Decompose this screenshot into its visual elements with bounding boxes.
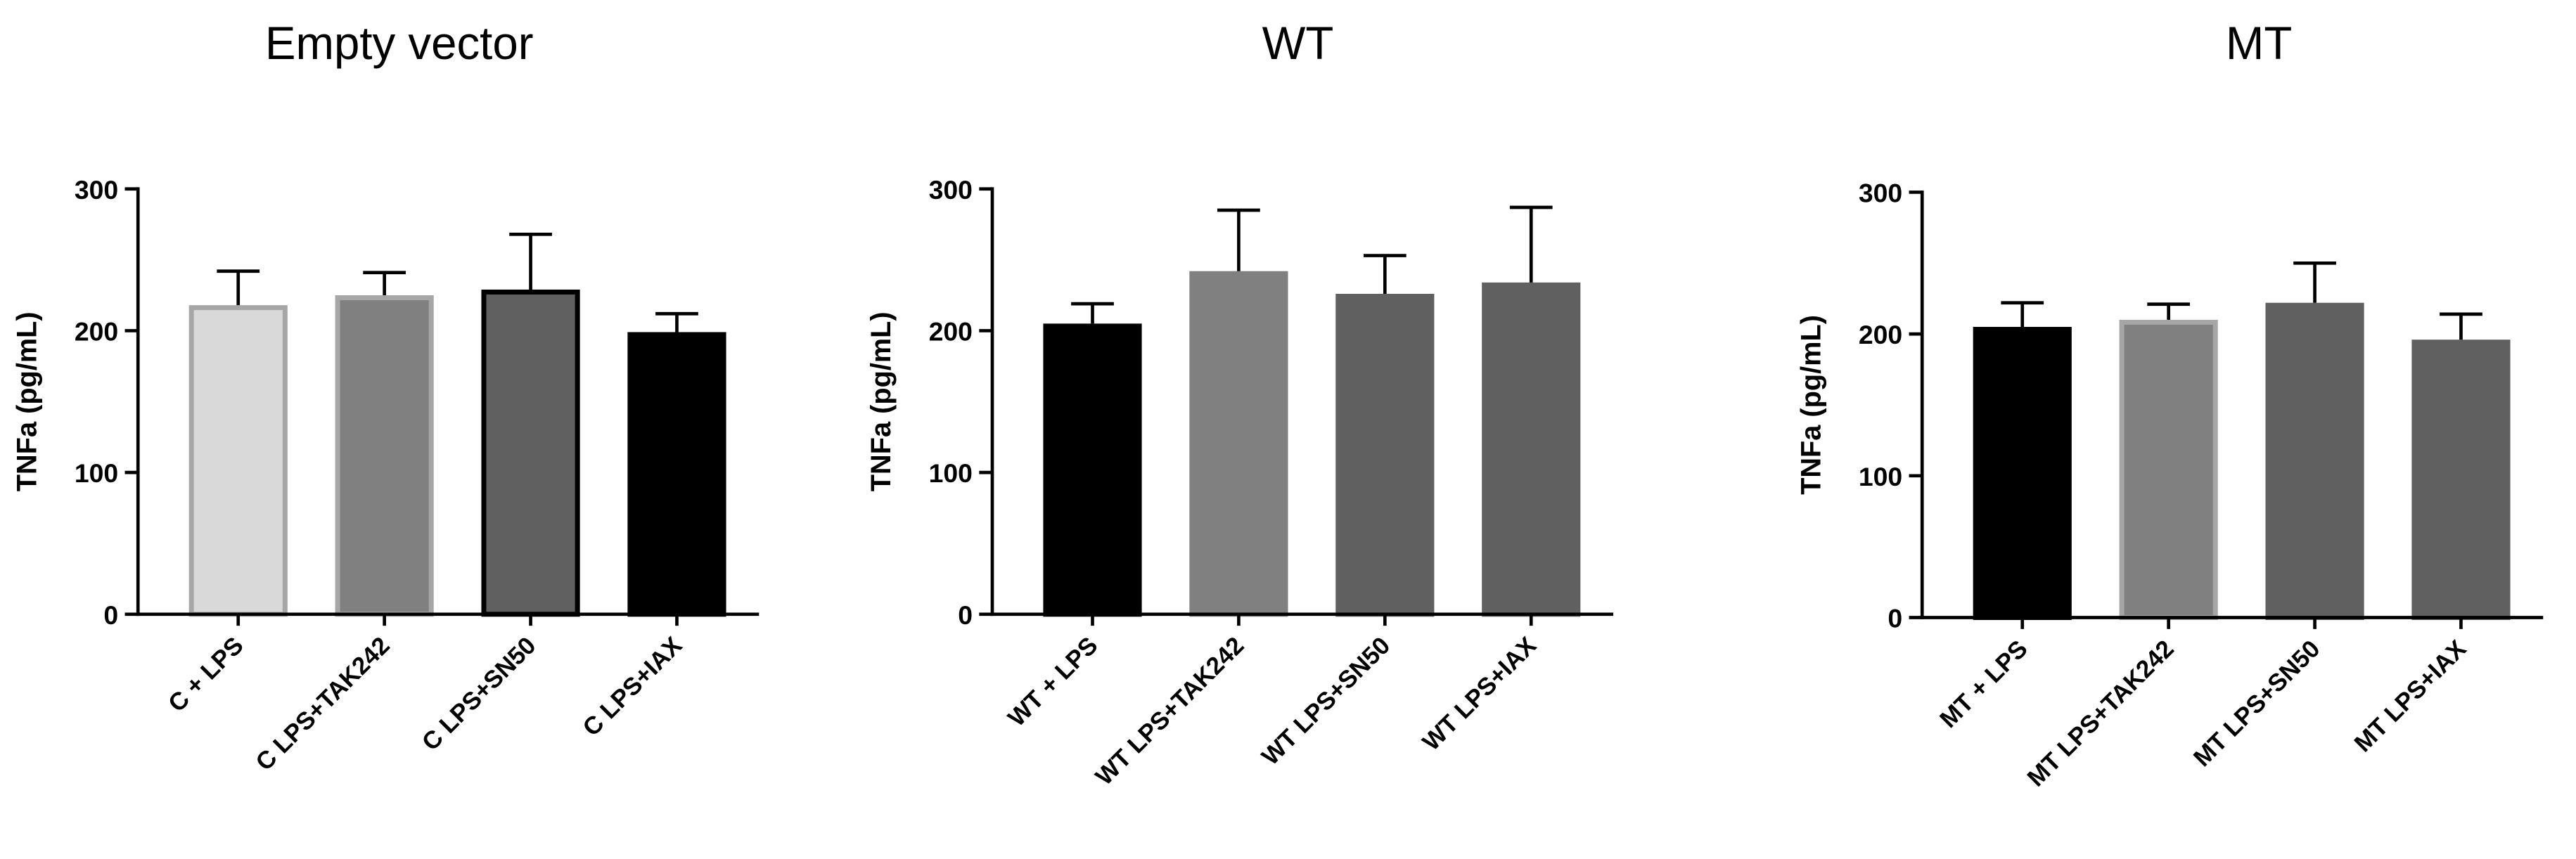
y-tick-label: 100: [75, 458, 118, 488]
y-tick-label: 300: [929, 175, 973, 205]
x-tick-label: WT LPS+TAK242: [1090, 632, 1249, 791]
bar: [335, 295, 434, 617]
x-tick-label: C LPS+IAX: [577, 631, 688, 742]
x-tick-label: WT LPS+SN50: [1257, 632, 1396, 771]
x-tick-label: WT LPS+IAX: [1417, 631, 1542, 756]
bar: [2411, 340, 2511, 620]
bar: [1482, 282, 1581, 617]
y-tick-label: 300: [1859, 178, 1902, 207]
x-tick-label: MT LPS+SN50: [2189, 635, 2326, 772]
chart-title: MT: [2226, 18, 2292, 69]
y-tick-label: 300: [75, 175, 118, 205]
x-tick-label: C + LPS: [163, 632, 249, 718]
y-axis-label: TNFa (pg/mL): [866, 311, 897, 491]
y-tick-label: 200: [929, 316, 973, 346]
x-tick-label: WT + LPS: [1003, 632, 1103, 732]
bar: [1973, 327, 2072, 620]
x-tick-label: MT LPS+TAK242: [2022, 635, 2179, 792]
y-axis-label: TNFa (pg/mL): [1795, 315, 1826, 495]
panel: Empty vector TNFa (pg/mL) 0 100 200 300 C + LP…: [11, 18, 760, 776]
x-tick-label: MT LPS+IAX: [2349, 635, 2472, 758]
bar: [1189, 271, 1288, 617]
y-tick-label: 100: [1859, 462, 1902, 491]
bar: [1043, 323, 1142, 617]
x-tick-label: MT + LPS: [1935, 635, 2033, 733]
bar: [2265, 302, 2364, 620]
bar: [1335, 294, 1435, 617]
y-tick-label: 200: [75, 316, 118, 346]
y-tick-label: 0: [958, 600, 973, 630]
chart-title: WT: [1262, 18, 1334, 69]
bar: [481, 289, 580, 617]
y-axis-label: TNFa (pg/mL): [11, 311, 42, 491]
x-tick-label: C LPS+TAK242: [250, 632, 395, 776]
bar: [627, 332, 726, 617]
bar: [188, 305, 288, 617]
y-tick-label: 0: [103, 600, 118, 630]
x-tick-label: C LPS+SN50: [417, 632, 542, 756]
bar: [2119, 319, 2218, 620]
y-tick-label: 200: [1859, 320, 1902, 349]
y-tick-label: 100: [929, 458, 973, 488]
chart-title: Empty vector: [265, 18, 534, 69]
y-tick-label: 0: [1888, 603, 1902, 633]
